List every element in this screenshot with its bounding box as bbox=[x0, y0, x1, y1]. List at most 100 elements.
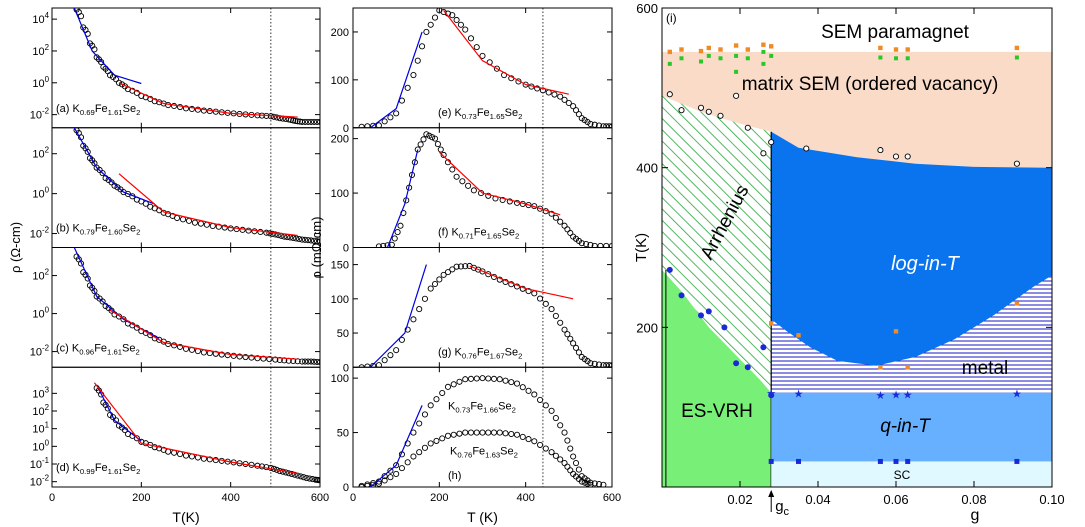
data-point bbox=[270, 113, 277, 120]
gc-label: gc bbox=[775, 498, 789, 518]
data-point bbox=[564, 226, 571, 233]
y-tick-label: 200 bbox=[331, 27, 349, 39]
data-point bbox=[584, 480, 591, 487]
data-point bbox=[531, 391, 538, 398]
x-tick-label: 0 bbox=[49, 492, 55, 504]
data-point bbox=[419, 43, 426, 50]
data-point bbox=[456, 430, 463, 437]
data-point bbox=[171, 102, 178, 110]
y-tick-label: 0 bbox=[343, 243, 349, 255]
data-point bbox=[107, 72, 114, 79]
data-point bbox=[537, 396, 544, 403]
data-point bbox=[444, 432, 452, 439]
data-point bbox=[587, 120, 594, 127]
data-point bbox=[303, 475, 310, 482]
data-point bbox=[263, 229, 270, 236]
data-point bbox=[291, 471, 298, 478]
panel-label: (f) K0.71​Fe1.65​Se2​ bbox=[438, 227, 519, 241]
data-point bbox=[358, 123, 365, 128]
y-tick-label: 600 bbox=[636, 1, 658, 16]
panel-0-0: 10-2 100 102 104 (a) K0.69​Fe1.61​Se2​ bbox=[30, 7, 321, 129]
data-point bbox=[456, 378, 463, 385]
data-point bbox=[572, 344, 580, 351]
data-point bbox=[440, 151, 447, 159]
series-label: K0.76​Fe1.63​Se2​ bbox=[450, 445, 518, 459]
marker-blue-square bbox=[1014, 458, 1020, 464]
data-point bbox=[548, 407, 555, 414]
y-tick-label: 100 bbox=[331, 294, 349, 306]
marker-blue-square bbox=[893, 458, 899, 464]
data-point bbox=[308, 118, 315, 125]
data-point bbox=[496, 429, 503, 436]
phase-frame bbox=[661, 7, 1053, 488]
data-point bbox=[603, 242, 610, 248]
y-tick-label: 100 bbox=[331, 188, 349, 200]
y-tick-label: 102 bbox=[32, 403, 49, 418]
data-point bbox=[552, 214, 559, 221]
data-point bbox=[310, 358, 318, 365]
marker-green bbox=[734, 69, 739, 74]
data-point bbox=[288, 470, 295, 478]
data-point bbox=[513, 431, 521, 438]
data-point bbox=[423, 131, 430, 138]
y-tick-label: 400 bbox=[636, 161, 658, 176]
data-point bbox=[410, 72, 417, 79]
data-point bbox=[421, 444, 428, 451]
data-point bbox=[552, 312, 559, 319]
data-point bbox=[272, 231, 279, 238]
data-point bbox=[459, 178, 466, 185]
data-point bbox=[381, 357, 388, 364]
data-point bbox=[600, 481, 607, 487]
fit-line-blue bbox=[73, 247, 160, 339]
data-point bbox=[564, 437, 571, 444]
data-point bbox=[564, 463, 571, 470]
label-q-in-T: q-in-T bbox=[880, 416, 931, 437]
fit-line-blue bbox=[73, 127, 155, 205]
data-point bbox=[537, 295, 544, 302]
region-q-in-T bbox=[771, 392, 1052, 462]
data-point bbox=[421, 295, 428, 302]
data-point bbox=[473, 429, 480, 436]
marker-blue-dot bbox=[768, 392, 775, 399]
data-point bbox=[557, 319, 564, 326]
data-point bbox=[534, 85, 541, 92]
data-point bbox=[431, 135, 439, 142]
marker-green bbox=[761, 49, 766, 54]
marker-blue-square bbox=[796, 458, 801, 464]
data-point bbox=[490, 429, 498, 436]
marker-blue-square bbox=[877, 458, 883, 464]
data-point bbox=[375, 243, 382, 248]
x-tick-label: 0.10 bbox=[1039, 492, 1064, 507]
data-point bbox=[266, 356, 273, 363]
data-point bbox=[551, 91, 558, 98]
marker-blue-dot bbox=[678, 292, 685, 299]
data-point bbox=[561, 429, 568, 436]
data-point bbox=[416, 306, 423, 313]
data-point bbox=[200, 107, 207, 114]
data-point bbox=[316, 118, 320, 125]
panel-label: (h) bbox=[448, 470, 461, 482]
fit-line-red bbox=[118, 82, 298, 118]
marker-orange bbox=[905, 365, 910, 370]
data-point bbox=[450, 431, 457, 438]
data-point bbox=[426, 132, 433, 139]
y-tick-label: 100 bbox=[331, 373, 349, 385]
phase-diagram: 200 400 600 0.02 0.04 0.06 0.08 0.10 g T(K) (i) gc S… bbox=[633, 1, 1065, 524]
y-tick-label: 10-2 bbox=[30, 344, 49, 359]
data-point bbox=[299, 358, 306, 365]
panel-data bbox=[358, 375, 607, 487]
marker-open-circle bbox=[717, 112, 724, 119]
data-point bbox=[364, 363, 371, 368]
panel-frame bbox=[352, 366, 613, 488]
y-tick-label: 0 bbox=[343, 482, 349, 494]
data-point bbox=[191, 219, 198, 226]
x-tick-label: 600 bbox=[603, 492, 621, 504]
data-point bbox=[467, 375, 475, 382]
data-point bbox=[591, 480, 598, 487]
label-log-in-T: log-in-T bbox=[891, 253, 961, 275]
data-point bbox=[581, 479, 588, 486]
data-point bbox=[397, 222, 404, 229]
data-point bbox=[427, 21, 434, 28]
marker-orange bbox=[718, 47, 723, 52]
